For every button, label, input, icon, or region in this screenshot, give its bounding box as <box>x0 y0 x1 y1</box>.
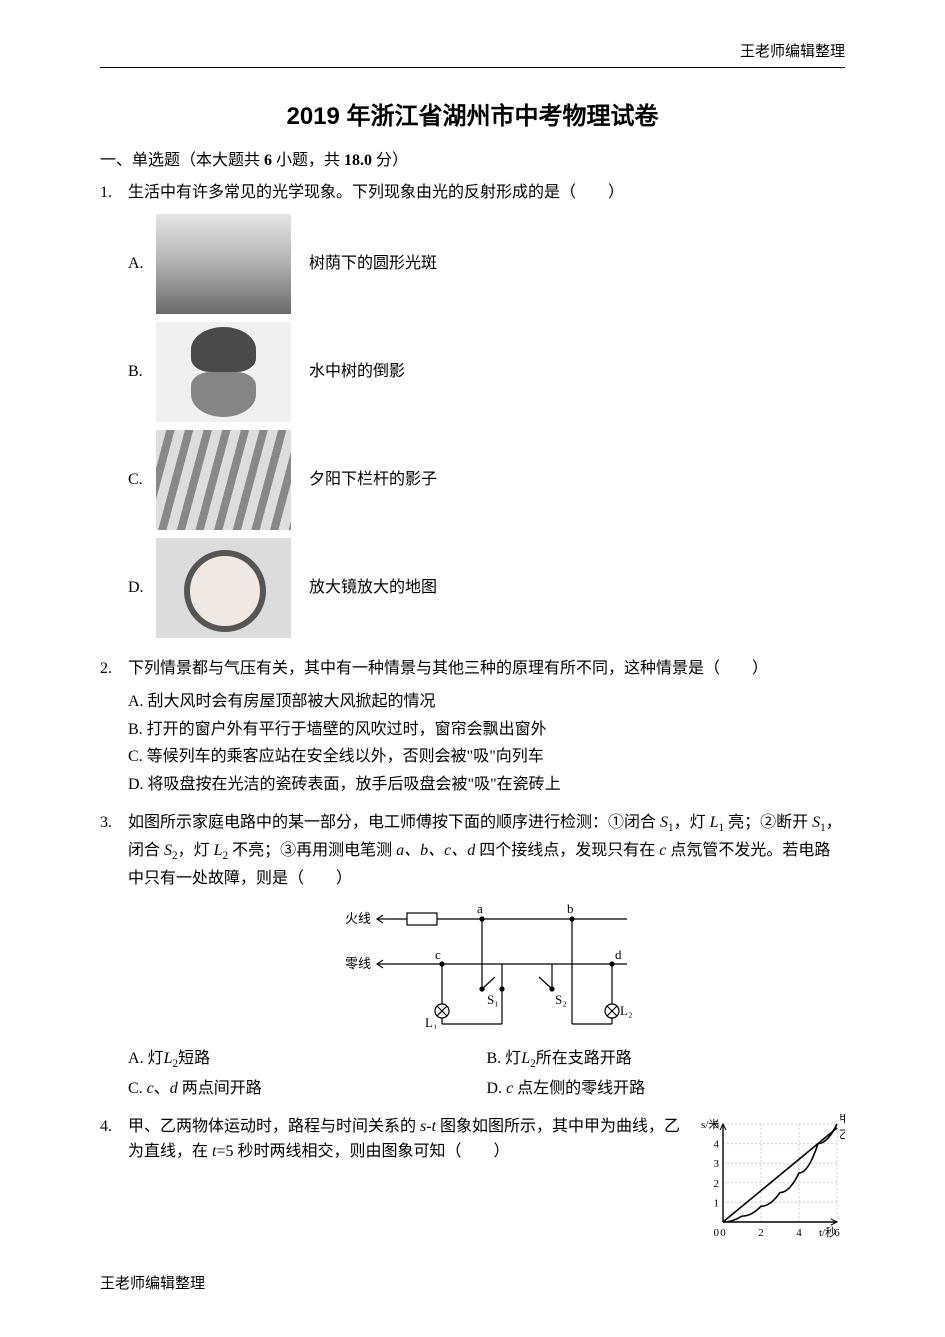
q2-option-d: D. 将吸盘按在光洁的瓷砖表面，放手后吸盘会被"吸"在瓷砖上 <box>128 772 845 798</box>
section-suffix: 分） <box>372 152 408 169</box>
q1-number: 1. <box>100 180 128 206</box>
q3c-post: 两点间开路 <box>178 1080 262 1097</box>
svg-text:2: 2 <box>714 1177 720 1189</box>
q3-s1: S <box>660 814 668 831</box>
node-d: d <box>615 947 622 962</box>
st-chart-svg: 0246123450s/米t/秒甲乙 <box>695 1114 845 1244</box>
q4-st: s-t <box>420 1118 436 1135</box>
page-title: 2019 年浙江省湖州市中考物理试卷 <box>100 98 845 136</box>
q3-abcd: a、b、c、d <box>396 842 475 859</box>
q1-option-c: C. 夕阳下栏杆的影子 <box>128 430 845 530</box>
svg-text:t/秒: t/秒 <box>819 1225 836 1239</box>
section-count: 6 <box>264 152 272 169</box>
q3c-pre: C. <box>128 1080 147 1097</box>
q4-stem: 甲、乙两物体运动时，路程与时间关系的 s-t 图象如图所示，其中甲为曲线，乙为直… <box>128 1114 685 1165</box>
circuit-svg: 火线 零线 a b c d L₁ S₁ S₂ L₂ <box>327 899 647 1029</box>
section-prefix: 一、单选题（本大题共 <box>100 152 264 169</box>
lamp-l1: L₁ <box>425 1015 437 1029</box>
circuit-diagram: 火线 零线 a b c d L₁ S₁ S₂ L₂ <box>128 899 845 1038</box>
q3-s2: S <box>164 842 172 859</box>
svg-text:1: 1 <box>714 1197 720 1209</box>
q3-t5: ，灯 <box>178 842 214 859</box>
q3b-post: 所在支路开路 <box>536 1050 632 1067</box>
svg-text:0: 0 <box>714 1227 720 1239</box>
q3-t6: 不亮；③再用测电笔测 <box>228 842 396 859</box>
q3-s1b: S <box>812 814 820 831</box>
section-heading: 一、单选题（本大题共 6 小题，共 18.0 分） <box>100 148 845 174</box>
q3d-post: 点左侧的零线开路 <box>513 1080 645 1097</box>
lamp-l2: L₂ <box>620 1003 632 1018</box>
magnifier-image <box>156 538 291 638</box>
q3-l1: L <box>710 814 719 831</box>
question-1: 1. 生活中有许多常见的光学现象。下列现象由光的反射形成的是（ ） A. 树荫下… <box>100 180 845 646</box>
water-reflection-image <box>156 322 291 422</box>
q2-number: 2. <box>100 656 128 682</box>
q3-t2: ，灯 <box>674 814 710 831</box>
q1-option-b: B. 水中树的倒影 <box>128 322 845 422</box>
q1-d-letter: D. <box>128 575 156 601</box>
q1-c-letter: C. <box>128 467 156 493</box>
q3-number: 3. <box>100 810 128 836</box>
question-2: 2. 下列情景都与气压有关，其中有一种情景与其他三种的原理有所不同，这种情景是（… <box>100 656 845 800</box>
q1-d-text: 放大镜放大的地图 <box>309 575 845 601</box>
section-points: 18.0 <box>344 152 372 169</box>
footer-credit: 王老师编辑整理 <box>100 1272 845 1296</box>
q2-stem: 下列情景都与气压有关，其中有一种情景与其他三种的原理有所不同，这种情景是（ ） <box>128 656 845 682</box>
q3d-pre: D. <box>487 1080 507 1097</box>
q3b-l: L <box>521 1050 530 1067</box>
q3-option-d: D. c 点左侧的零线开路 <box>487 1076 846 1102</box>
q1-a-letter: A. <box>128 251 156 277</box>
q4-number: 4. <box>100 1114 128 1140</box>
svg-text:乙: 乙 <box>839 1128 845 1141</box>
q1-b-letter: B. <box>128 359 156 385</box>
q3-t7: 四个接线点，发现只有在 <box>475 842 659 859</box>
tree-shadow-image <box>156 214 291 314</box>
q3-option-c: C. c、d 两点间开路 <box>128 1076 487 1102</box>
q4-t3: =5 秒时两线相交，则由图象可知（ ） <box>216 1143 509 1160</box>
svg-text:0: 0 <box>720 1227 726 1239</box>
q3a-pre: A. 灯 <box>128 1050 164 1067</box>
question-3: 3. 如图所示家庭电路中的某一部分，电工师傅按下面的顺序进行检测：①闭合 S1，… <box>100 810 845 1104</box>
q2-option-a: A. 刮大风时会有房屋顶部被大风掀起的情况 <box>128 689 845 715</box>
q3c-mid: 、 <box>154 1080 170 1097</box>
q3a-post: 短路 <box>178 1050 210 1067</box>
q3-t1: 如图所示家庭电路中的某一部分，电工师傅按下面的顺序进行检测：①闭合 <box>128 814 660 831</box>
q3-t3: 亮；②断开 <box>724 814 812 831</box>
fire-label: 火线 <box>345 911 371 926</box>
q3b-pre: B. 灯 <box>487 1050 522 1067</box>
svg-text:甲: 甲 <box>839 1114 845 1125</box>
switch-s2: S₂ <box>555 992 567 1007</box>
st-chart: 0246123450s/米t/秒甲乙 <box>695 1114 845 1253</box>
section-mid: 小题，共 <box>272 152 344 169</box>
q1-a-text: 树荫下的圆形光斑 <box>309 251 845 277</box>
q3-option-b: B. 灯L2所在支路开路 <box>487 1046 846 1074</box>
svg-text:4: 4 <box>796 1227 802 1239</box>
node-b: b <box>567 901 574 916</box>
q3-stem: 如图所示家庭电路中的某一部分，电工师傅按下面的顺序进行检测：①闭合 S1，灯 L… <box>128 810 845 892</box>
q1-option-d: D. 放大镜放大的地图 <box>128 538 845 638</box>
q3-l2: L <box>214 842 223 859</box>
q1-stem: 生活中有许多常见的光学现象。下列现象由光的反射形成的是（ ） <box>128 180 845 206</box>
q2-option-b: B. 打开的窗户外有平行于墙壁的风吹过时，窗帘会飘出窗外 <box>128 717 845 743</box>
svg-text:3: 3 <box>714 1158 720 1170</box>
q1-c-text: 夕阳下栏杆的影子 <box>309 467 845 493</box>
neutral-label: 零线 <box>345 956 371 971</box>
q3c-c: c <box>147 1080 154 1097</box>
svg-text:s/米: s/米 <box>701 1118 719 1131</box>
q1-b-text: 水中树的倒影 <box>309 359 845 385</box>
svg-text:4: 4 <box>714 1138 720 1150</box>
q3c-d: d <box>170 1080 178 1097</box>
question-4: 4. 甲、乙两物体运动时，路程与时间关系的 s-t 图象如图所示，其中甲为曲线，… <box>100 1114 845 1253</box>
q4-t1: 甲、乙两物体运动时，路程与时间关系的 <box>128 1118 420 1135</box>
svg-text:2: 2 <box>758 1227 764 1239</box>
node-c: c <box>435 947 441 962</box>
header-credit: 王老师编辑整理 <box>100 40 845 68</box>
q1-option-a: A. 树荫下的圆形光斑 <box>128 214 845 314</box>
q2-option-c: C. 等候列车的乘客应站在安全线以外，否则会被"吸"向列车 <box>128 744 845 770</box>
fence-shadow-image <box>156 430 291 530</box>
q3-option-a: A. 灯L2短路 <box>128 1046 487 1074</box>
switch-s1: S₁ <box>487 992 499 1007</box>
node-a: a <box>477 901 483 916</box>
